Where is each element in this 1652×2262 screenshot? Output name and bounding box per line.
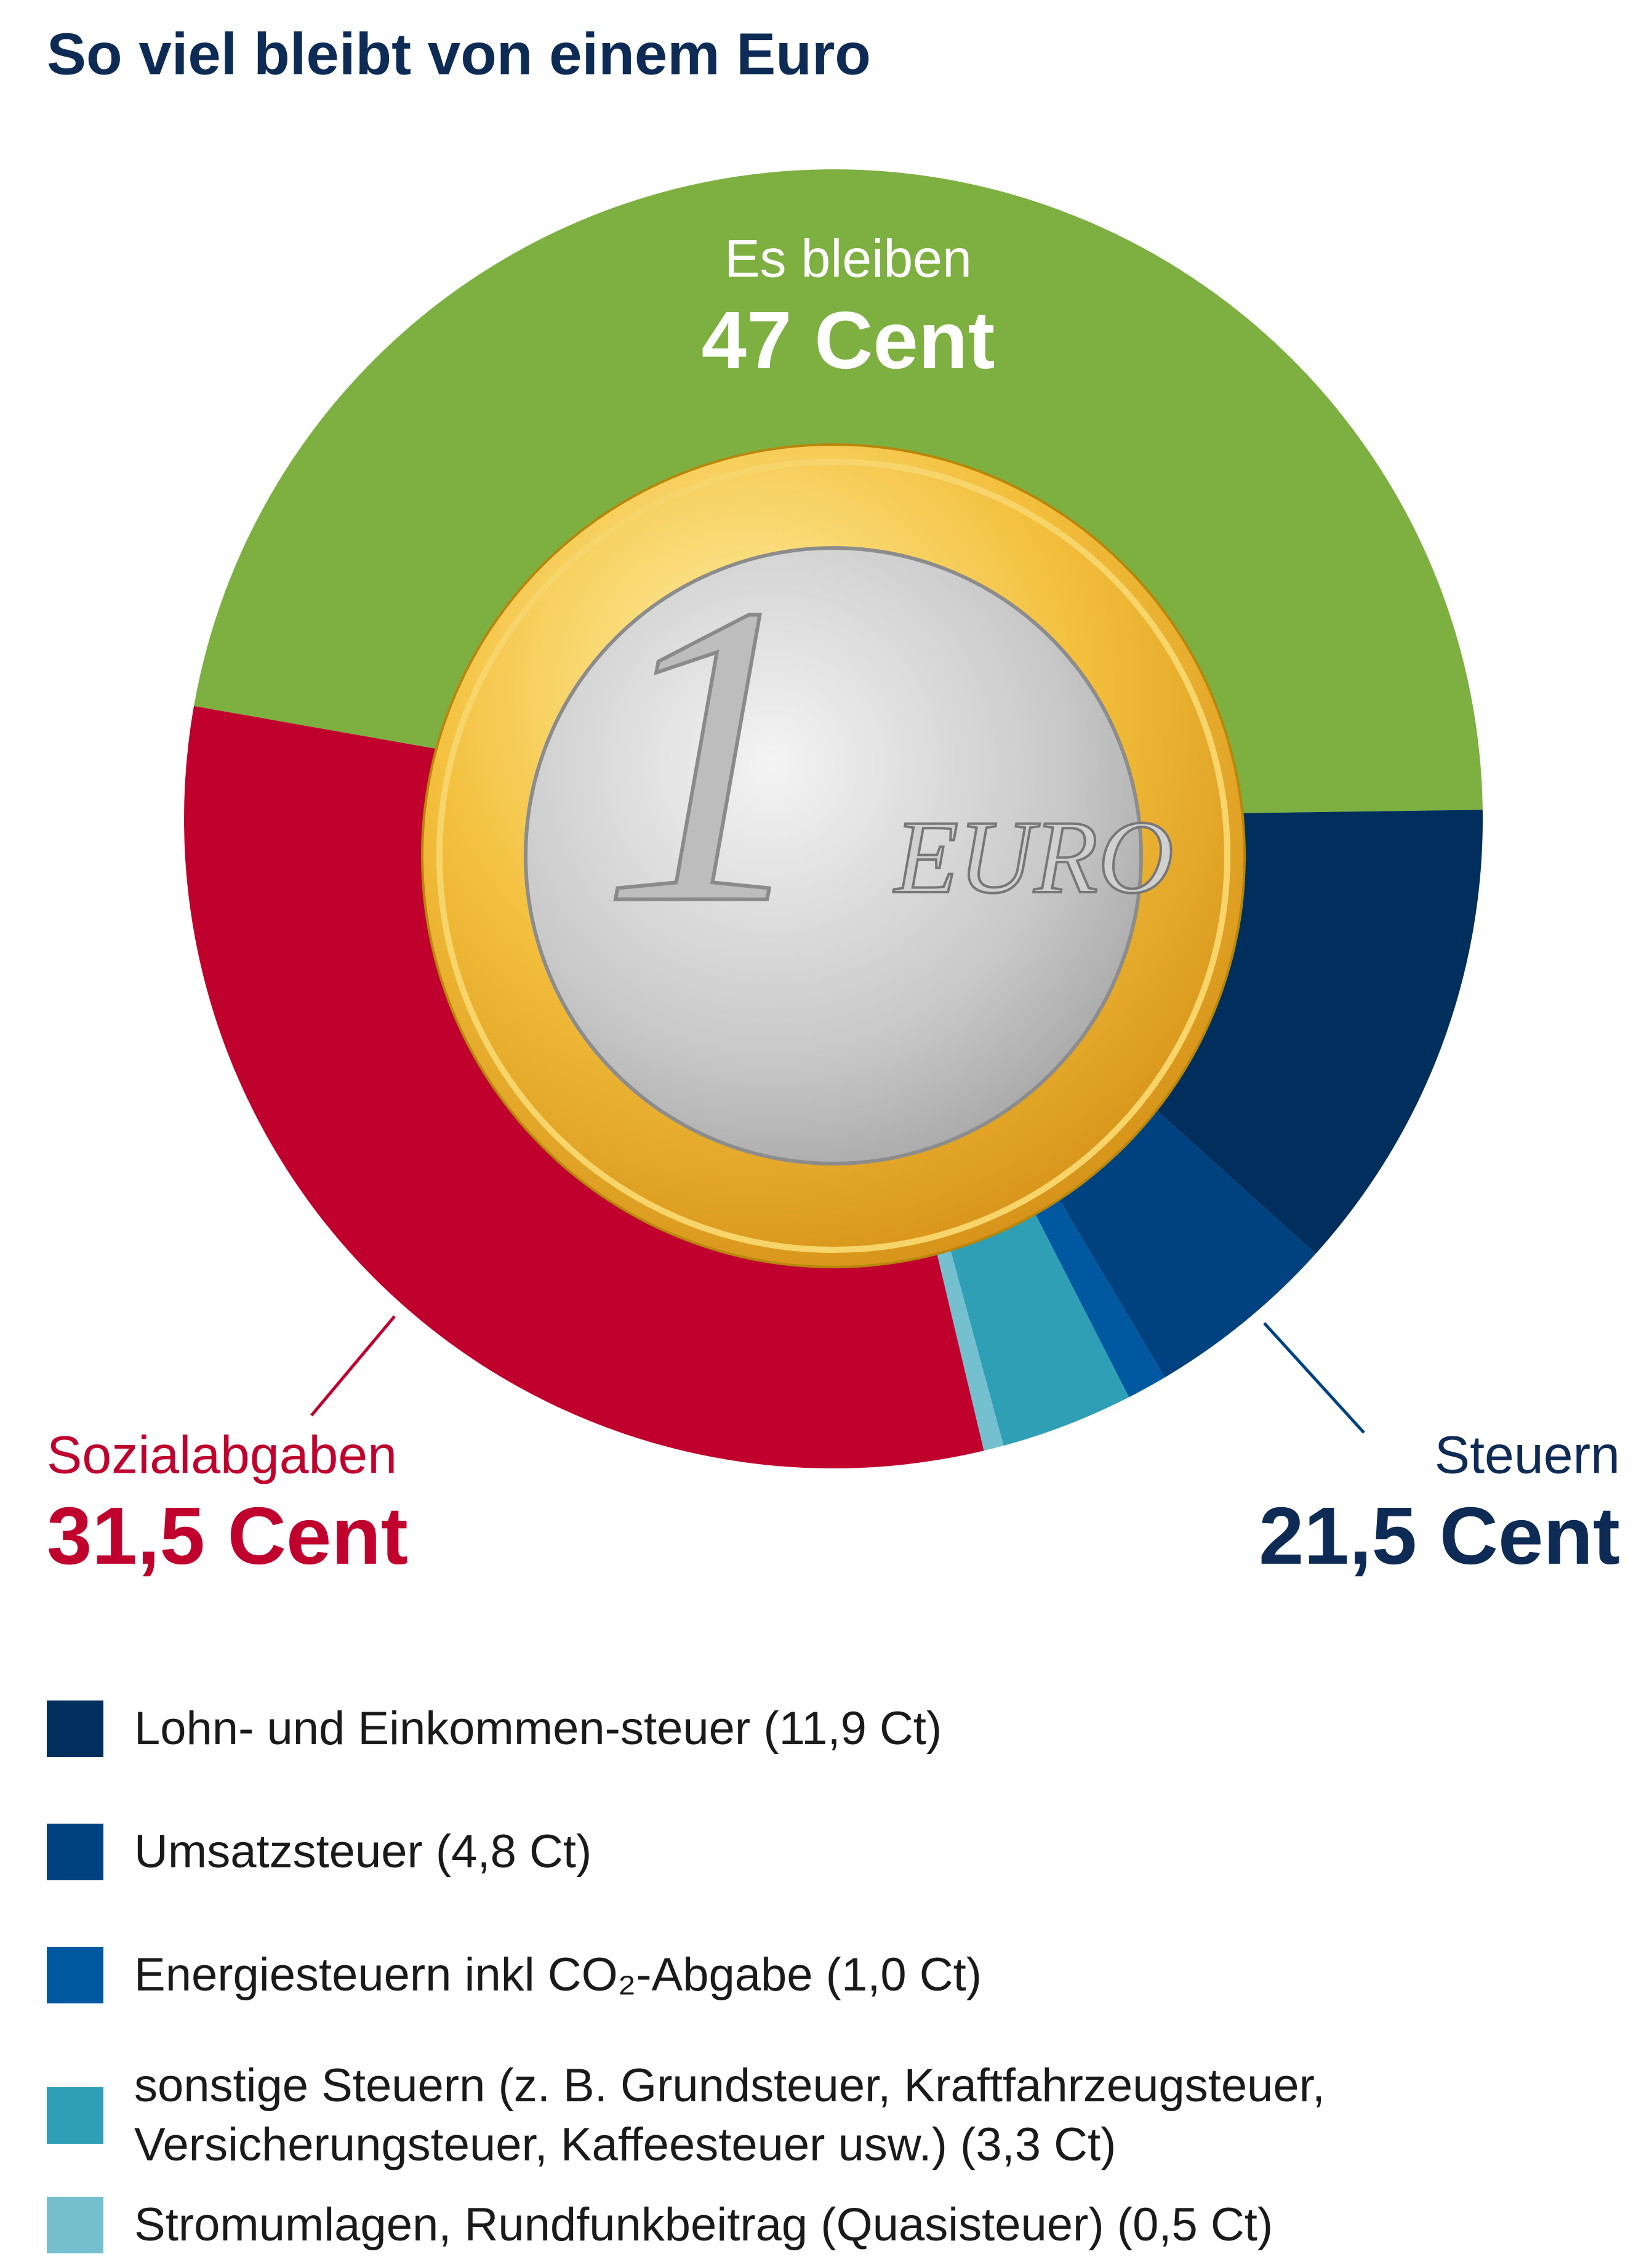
- segment-value-label: 47 Cent: [702, 295, 995, 385]
- legend-item: sonstige Steuern (z. B. Grundsteuer, Kra…: [47, 2056, 1334, 2175]
- legend-swatch: [47, 2197, 103, 2253]
- legend-item: Stromumlagen, Rundfunkbeitrag (Quasisteu…: [47, 2196, 1273, 2255]
- coin-numeral: 1: [600, 516, 816, 993]
- legend-item: Umsatzsteuer (4,8 Ct): [47, 1822, 591, 1882]
- legend-swatch: [47, 1947, 103, 2003]
- coin: 1 EURO: [421, 443, 1246, 1268]
- group-value-label: 21,5 Cent: [1259, 1491, 1620, 1581]
- segment-label: Es bleiben: [724, 230, 972, 289]
- chart: So viel bleibt von einem Euro 1 EURO Es …: [47, 21, 1620, 1581]
- segment-value-label: 31,5 Cent: [47, 1491, 408, 1581]
- coin-rim: [436, 459, 1230, 1253]
- legend-swatch: [47, 1824, 103, 1880]
- coin-text: EURO: [893, 799, 1173, 915]
- chart-title: So viel bleibt von einem Euro: [47, 21, 871, 87]
- legend-label: sonstige Steuern (z. B. Grundsteuer, Kra…: [134, 2059, 1325, 2171]
- legend-swatch: [47, 1701, 103, 1757]
- legend-label: Lohn- und Einkommen-steuer (11,9 Ct): [134, 1702, 942, 1755]
- leader-line: [310, 1315, 396, 1417]
- legend-swatch: [47, 2087, 103, 2144]
- legend-label: Energiesteuern inkl CO₂-Abgabe (1,0 Ct): [134, 1949, 982, 2001]
- legend-label: Stromumlagen, Rundfunkbeitrag (Quasisteu…: [134, 2199, 1273, 2251]
- legend-item: Energiesteuern inkl CO₂-Abgabe (1,0 Ct): [47, 1946, 982, 2005]
- coin-center: [524, 546, 1143, 1165]
- segment-label: Sozialabgaben: [47, 1426, 397, 1485]
- legend-label: Umsatzsteuer (4,8 Ct): [134, 1825, 592, 1878]
- legend-item: Lohn- und Einkommen-steuer (11,9 Ct): [47, 1699, 942, 1758]
- leader-line: [1263, 1322, 1365, 1434]
- group-label: Steuern: [1435, 1426, 1620, 1485]
